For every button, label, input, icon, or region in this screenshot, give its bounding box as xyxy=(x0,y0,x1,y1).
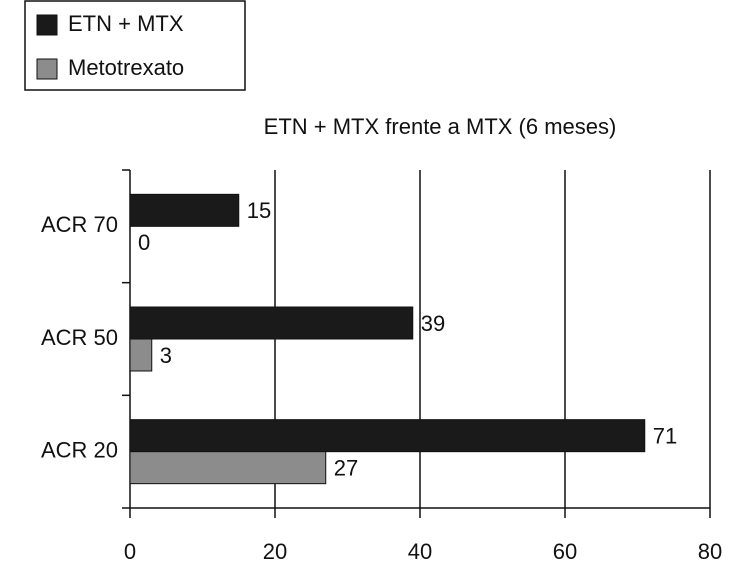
value-label: 39 xyxy=(421,311,445,336)
bar xyxy=(129,306,414,340)
legend-swatch xyxy=(36,14,58,36)
value-label: 27 xyxy=(334,455,358,480)
x-tick-label: 80 xyxy=(698,539,722,564)
value-label: 15 xyxy=(247,198,271,223)
legend-label: Metotrexato xyxy=(68,55,184,80)
bar xyxy=(129,419,646,453)
y-tick-label: ACR 50 xyxy=(41,325,118,350)
value-label: 71 xyxy=(653,423,677,448)
chart-title: ETN + MTX frente a MTX (6 meses) xyxy=(264,114,617,139)
legend-label: ETN + MTX xyxy=(68,11,184,36)
legend-box xyxy=(24,0,246,91)
value-label: 3 xyxy=(160,343,172,368)
legend-swatch xyxy=(36,58,58,80)
bar xyxy=(129,451,327,485)
x-tick-label: 0 xyxy=(124,539,136,564)
y-tick-label: ACR 70 xyxy=(41,212,118,237)
x-tick-label: 20 xyxy=(263,539,287,564)
bar xyxy=(129,193,240,227)
bar xyxy=(129,338,153,372)
y-tick-label: ACR 20 xyxy=(41,437,118,462)
value-label: 0 xyxy=(138,230,150,255)
x-tick-label: 60 xyxy=(553,539,577,564)
x-tick-label: 40 xyxy=(408,539,432,564)
